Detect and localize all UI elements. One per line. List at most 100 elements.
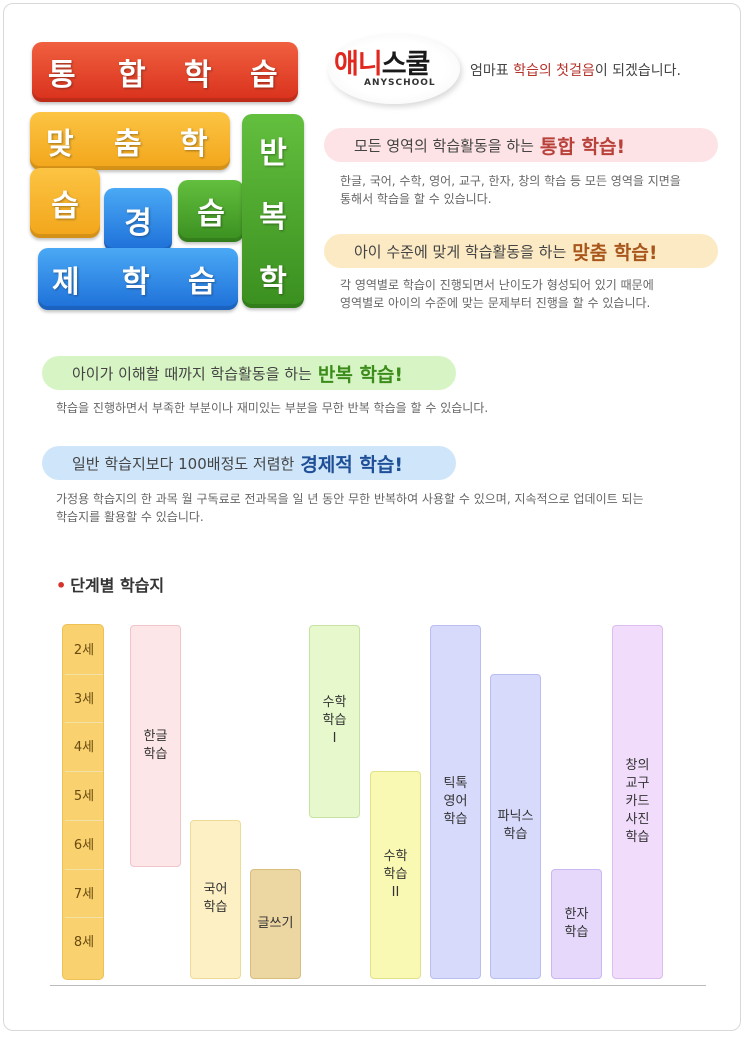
tile-char: 습 [188,265,216,300]
program-label: 글쓰기 [258,915,294,933]
feature-custom-desc: 각 영역별로 학습이 진행되면서 난이도가 형성되어 있기 때문에 영역별로 아… [340,276,654,312]
anyschool-logo[interactable]: 애니스쿨 ANYSCHOOL [328,34,460,104]
program-label-line: 창의 [625,758,650,773]
bullet-dot-icon: • [56,576,67,595]
tile-char: 맞 [46,127,74,162]
logo-word-b: 스쿨 [381,49,431,80]
tile-char: 학 [259,264,287,299]
logo-word-a: 애니 [334,49,383,80]
feature-highlight: 반복 학습! [317,363,404,386]
desc-line: 각 영역별로 학습이 진행되면서 난이도가 형성되어 있기 때문에 [340,278,654,292]
tile-group-custom: 맞 춤 학 [30,112,230,170]
section-title-text: 단계별 학습지 [70,576,165,595]
tile-char: 학 [180,127,208,162]
feature-text: 일반 학습지보다 100배정도 저렴한 [72,454,295,473]
program-label: 수학 학습 II [384,848,408,902]
age-label: 8세 [73,935,95,951]
desc-line: 한글, 국어, 수학, 영어, 교구, 한자, 창의 학습 등 모든 영역을 지… [340,174,681,188]
tile-char: 반 [259,136,287,171]
program-label-line: I [332,731,337,747]
program-label-line: 수학 [383,849,408,865]
feature-text: 모든 영역의 학습활동을 하는 [354,136,534,155]
age-divider [65,819,103,821]
feature-text: 아이 수준에 맞게 학습활동을 하는 [354,242,567,261]
feature-repeat-desc: 학습을 진행하면서 부족한 부분이나 재미있는 부분을 무한 반복 학습을 할 … [56,399,488,417]
tile-char: 습 [250,58,278,93]
age-label: 5세 [73,789,95,805]
program-bar[interactable]: 틱톡 영어 학습 [430,625,481,979]
tile-economic-gyeong: 경 [104,188,172,252]
tagline-post: 이 되겠습니다. [594,63,682,79]
age-divider [65,868,103,870]
age-label: 2세 [73,643,95,658]
age-label: 6세 [73,837,95,853]
age-divider [65,673,103,675]
feature-highlight: 맞춤 학습! [572,241,658,264]
tile-group-repeat: 반 복 학 [242,114,304,308]
section-title: • 단계별 학습지 [56,572,164,596]
tagline: 엄마표 학습의 첫걸음이 되겠습니다. [470,60,681,80]
program-bar[interactable]: 창의 교구 카드 사진 학습 [612,625,663,979]
feature-highlight: 통합 학습! [539,135,626,158]
program-label-line: 학습 [443,812,468,827]
tile-char: 학 [122,265,150,300]
desc-line: 통해서 학습을 할 수 있습니다. [340,192,492,206]
program-label-line: 학습 [203,900,228,916]
program-label-line: 글쓰기 [257,915,294,931]
learning-tiles: 통 합 학 습 맞 춤 학 습 경 제 학 습 습 반 복 학 [28,40,308,312]
age-label: 4세 [73,740,95,756]
program-bar[interactable]: 글쓰기 [250,868,301,979]
tile-char: 합 [118,58,146,93]
desc-line: 학습지를 활용할 수 있습니다. [56,510,204,524]
age-divider [65,771,103,773]
program-bar[interactable]: 수학 학습 II [370,771,421,979]
program-label-line: 학습 [143,746,168,762]
chart-baseline [50,985,706,986]
tile-custom-seup: 습 [30,168,100,238]
program-label-line: 한글 [143,728,168,744]
logo-wordmark: 애니스쿨 [334,42,431,81]
age-label: 3세 [73,691,95,707]
age-column: 2세 3세 4세 5세 6세 7세 8세 [62,624,104,980]
tile-char: 통 [48,58,76,93]
program-label-line: 학습 [383,867,408,883]
program-label-line: 영어 [443,794,468,809]
feature-repeat-pill: 아이가 이해할 때까지 학습활동을 하는 반복 학습! [42,356,456,390]
program-label-line: 학습 [503,827,528,843]
feature-economic-desc: 가정용 학습지의 한 과목 월 구독료로 전과목을 일 년 동안 무한 반복하여… [56,490,644,526]
program-bar[interactable]: 파닉스 학습 [490,673,541,979]
feature-integrated-pill: 모든 영역의 학습활동을 하는 통합 학습! [324,128,718,162]
program-label-line: 국어 [203,882,228,898]
feature-custom-pill: 아이 수준에 맞게 학습활동을 하는 맞춤 학습! [324,234,718,268]
tagline-pre: 엄마표 [470,63,514,79]
program-label-line: 학습 [625,830,650,845]
tagline-highlight: 학습의 첫걸음 [513,63,595,79]
desc-line: 학습을 진행하면서 부족한 부분이나 재미있는 부분을 무한 반복 학습을 할 … [56,401,489,415]
program-label-line: 학습 [322,713,347,729]
logo-subtext: ANYSCHOOL [364,78,436,88]
program-label-line: 학습 [564,924,589,940]
tile-group-integrated: 통 합 학 습 [32,42,298,102]
feature-highlight: 경제적 학습! [300,453,404,476]
program-label: 창의 교구 카드 사진 학습 [626,757,650,847]
program-label-line: 교구 [625,776,650,791]
program-label-line: 사진 [625,812,650,827]
program-label-line: 수학 [322,695,347,711]
tile-char: 제 [52,265,80,300]
tile-char: 습 [51,189,79,224]
age-divider [65,722,103,724]
program-label: 파닉스 학습 [498,808,534,844]
tile-char: 습 [197,197,225,232]
age-divider [65,917,103,919]
tile-char: 학 [184,58,212,93]
program-label: 틱톡 영어 학습 [444,775,468,829]
tile-char: 복 [259,200,287,235]
program-label-line: 한자 [564,906,589,922]
tile-char: 춤 [114,127,142,162]
